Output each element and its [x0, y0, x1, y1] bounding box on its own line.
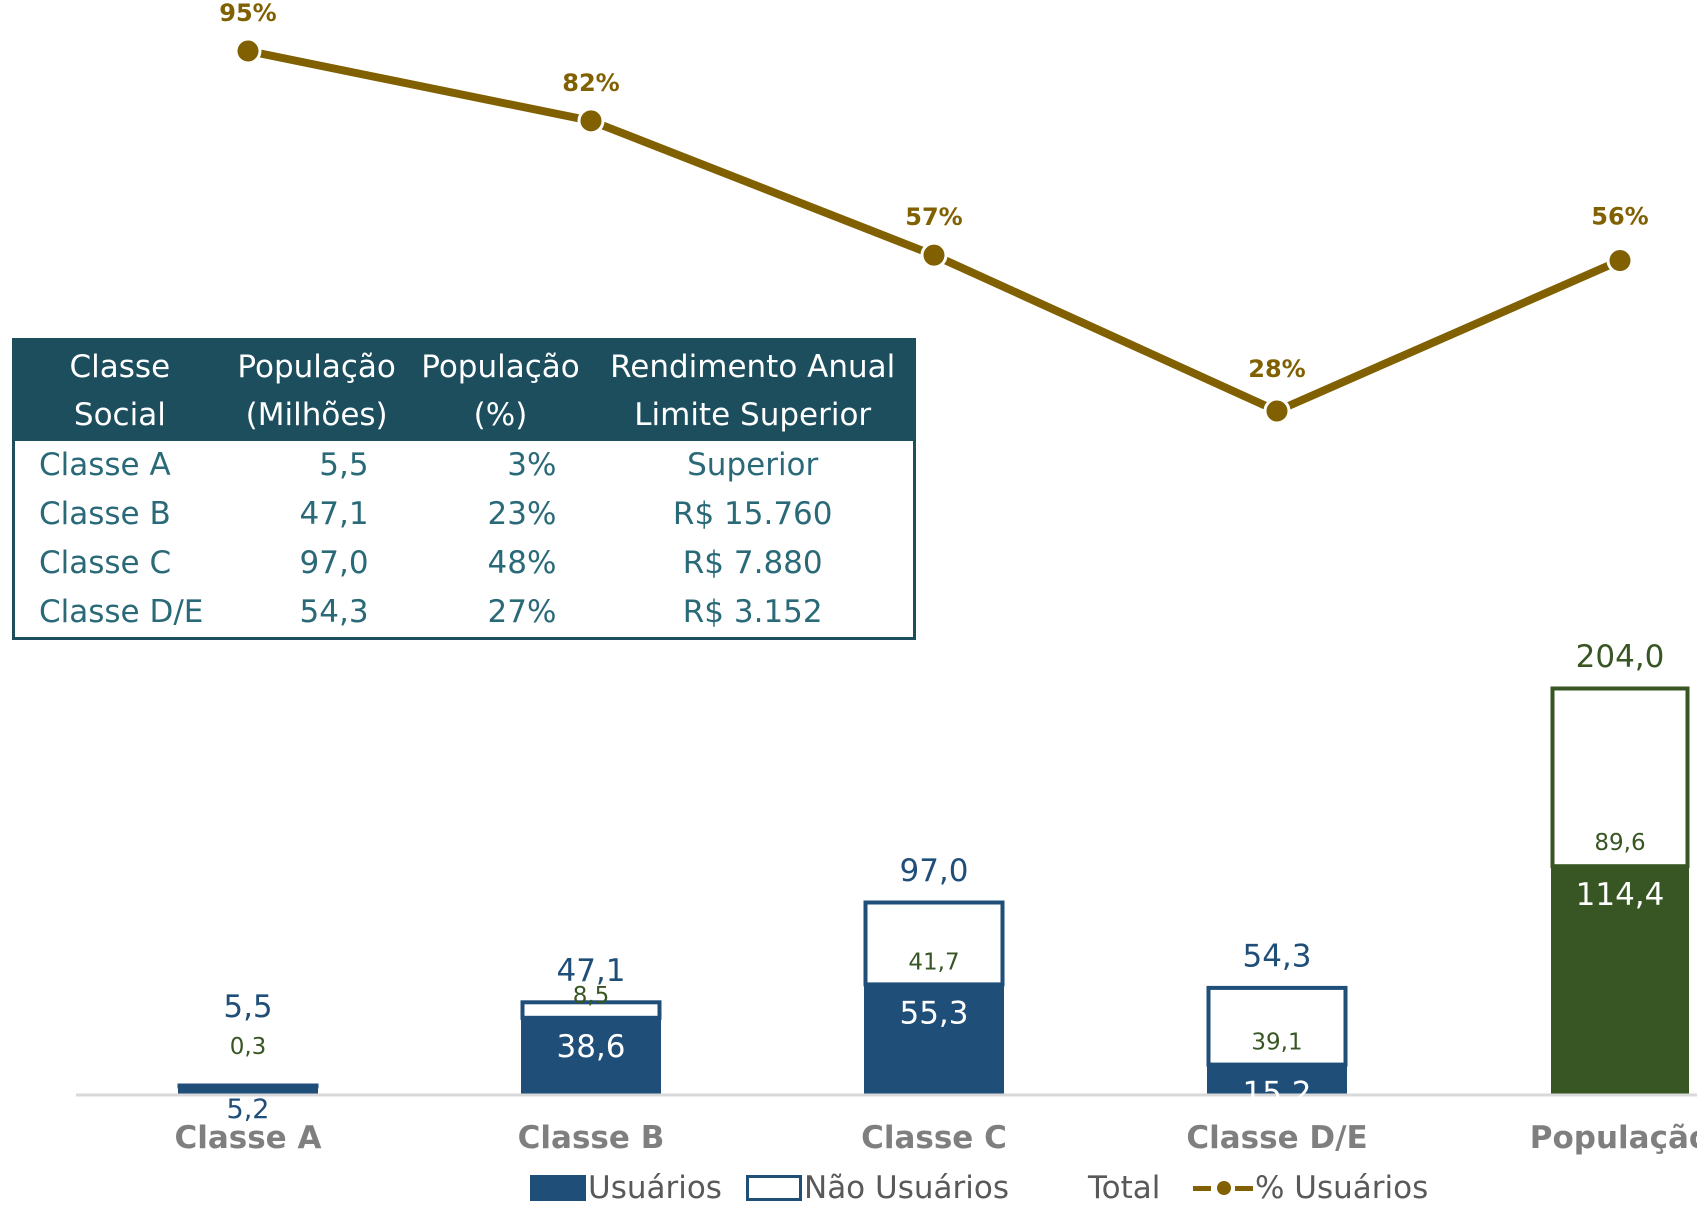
line-point [234, 37, 262, 65]
legend-line-pct-usuarios [1193, 1175, 1253, 1201]
label-total: 5,5 [223, 989, 272, 1025]
legend-swatch-usuarios [530, 1175, 586, 1201]
label-pct-usuarios: 56% [1591, 203, 1648, 231]
bar-usuarios [521, 1017, 661, 1095]
table-cell: 27% [487, 594, 557, 630]
bar-usuarios [864, 984, 1004, 1095]
table-cell: 5,5 [319, 447, 369, 483]
table-cell: Classe D/E [39, 594, 204, 630]
axis-layer: Classe A Classe B Classe C Classe D/E Popula… [76, 1093, 1697, 1156]
label-nao-usuarios: 89,6 [1594, 830, 1645, 856]
label-nao-usuarios: 8,5 [573, 983, 610, 1009]
category-label: População [1530, 1120, 1697, 1156]
label-pct-usuarios: 95% [219, 0, 276, 27]
legend-label-total: Total [1088, 1170, 1161, 1206]
label-total: 47,1 [556, 953, 625, 989]
label-pct-usuarios: 28% [1248, 355, 1305, 383]
category-label: Classe A [174, 1120, 321, 1156]
bar-usuarios [1551, 866, 1689, 1095]
table-cell: Superior [687, 447, 819, 483]
bar-usuarios [1207, 1064, 1347, 1095]
legend-item-pct-usuarios: % Usuários [1193, 1170, 1428, 1206]
legend-item-nao-usuarios: Não Usuários [746, 1170, 1009, 1206]
bar-nao-usuarios [863, 900, 1005, 987]
table-cell: 54,3 [299, 594, 369, 630]
line-point [920, 241, 948, 269]
table-header-populacao-pct: População (%) [408, 339, 593, 441]
legend-label-pct-usuarios: % Usuários [1255, 1170, 1429, 1206]
table-cell: Classe B [39, 496, 171, 532]
line-point [577, 107, 605, 135]
category-label: Classe B [518, 1120, 665, 1156]
table-cell: 23% [487, 496, 557, 532]
legend-item-total: Total [1088, 1170, 1160, 1206]
population-table: Classe Social População (Milhões) Populaçã… [12, 338, 916, 640]
table-cell: R$ 15.760 [672, 496, 833, 532]
bar-nao-usuarios [1206, 985, 1348, 1067]
legend-swatch-nao-usuarios [746, 1175, 802, 1201]
label-total: 97,0 [899, 853, 968, 889]
label-pct-usuarios: 57% [905, 203, 962, 231]
labels-layer: 5,20,35,538,68,547,155,341,797,015,239,1… [219, 0, 1664, 1125]
label-usuarios: 38,6 [556, 1029, 625, 1065]
table-row: Classe A 5,5 3% Superior [14, 441, 915, 490]
label-usuarios: 5,2 [227, 1094, 270, 1125]
bar-usuarios [178, 1084, 318, 1095]
label-usuarios: 55,3 [899, 995, 968, 1031]
table-cell: R$ 7.880 [682, 545, 823, 581]
table-header-rendimento: Rendimento Anual Limite Superior [592, 339, 915, 441]
line-layer [234, 37, 1634, 425]
label-usuarios: 15,2 [1242, 1076, 1311, 1112]
table-header-populacao-milhoes: População (Milhões) [224, 339, 409, 441]
table-header-row: Classe Social População (Milhões) Populaçã… [13, 339, 915, 441]
label-nao-usuarios: 39,1 [1251, 1030, 1302, 1056]
bars-layer [177, 686, 1690, 1095]
label-nao-usuarios: 0,3 [230, 1034, 267, 1060]
legend-label-nao-usuarios: Não Usuários [804, 1170, 1009, 1206]
table-row: Classe D/E 54,3 27% R$ 3.152 [14, 588, 915, 639]
label-nao-usuarios: 41,7 [908, 949, 959, 975]
category-label: Classe C [861, 1120, 1007, 1156]
line-point [1263, 397, 1291, 425]
label-total: 54,3 [1242, 938, 1311, 974]
table-row: Classe C 97,0 48% R$ 7.880 [14, 539, 915, 588]
bar-nao-usuarios [1550, 686, 1690, 869]
label-usuarios: 114,4 [1576, 877, 1665, 913]
table-cell: 47,1 [299, 496, 369, 532]
legend-item-usuarios: Usuários [530, 1170, 722, 1206]
table-cell: 97,0 [299, 545, 369, 581]
category-label: Classe D/E [1186, 1120, 1367, 1156]
label-pct-usuarios: 82% [562, 69, 619, 97]
label-total: 204,0 [1576, 639, 1665, 675]
legend-label-usuarios: Usuários [588, 1170, 722, 1206]
table-cell: Classe A [39, 447, 171, 483]
table-cell: R$ 3.152 [682, 594, 823, 630]
table-header-classe: Classe Social [13, 339, 225, 441]
line-point [1606, 247, 1634, 275]
table-cell: Classe C [39, 545, 172, 581]
table-cell: 48% [487, 545, 557, 581]
table-cell: 3% [507, 447, 557, 483]
table-row: Classe B 47,1 23% R$ 15.760 [14, 490, 915, 539]
